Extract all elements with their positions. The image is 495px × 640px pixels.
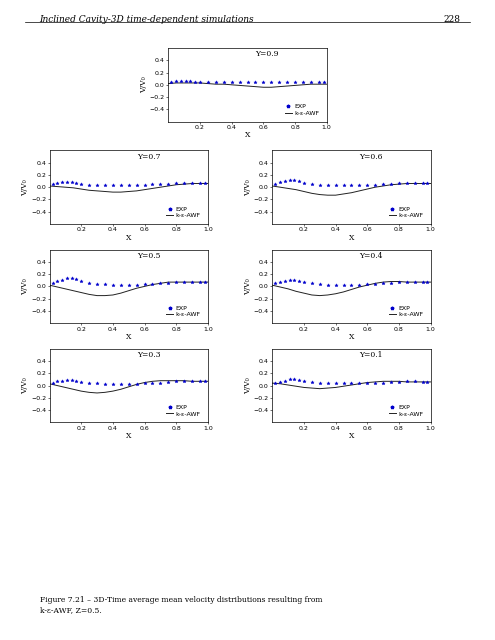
Legend: EXP, k-ε-AWF: EXP, k-ε-AWF — [165, 404, 201, 418]
Y-axis label: V/V₀: V/V₀ — [21, 278, 30, 295]
Y-axis label: V/V₀: V/V₀ — [244, 377, 252, 394]
Y-axis label: V/V₀: V/V₀ — [21, 377, 30, 394]
X-axis label: X: X — [245, 131, 250, 140]
X-axis label: X: X — [349, 234, 354, 242]
X-axis label: X: X — [126, 432, 131, 440]
X-axis label: X: X — [349, 333, 354, 341]
Text: Y=0.7: Y=0.7 — [137, 152, 160, 161]
Legend: EXP, k-ε-AWF: EXP, k-ε-AWF — [284, 103, 320, 117]
Legend: EXP, k-ε-AWF: EXP, k-ε-AWF — [388, 205, 424, 220]
Text: Y=0.5: Y=0.5 — [137, 252, 160, 260]
Legend: EXP, k-ε-AWF: EXP, k-ε-AWF — [388, 404, 424, 418]
Text: Inclined Cavity-3D time-dependent simulations: Inclined Cavity-3D time-dependent simula… — [40, 15, 254, 24]
Legend: EXP, k-ε-AWF: EXP, k-ε-AWF — [165, 205, 201, 220]
Text: Y=0.9: Y=0.9 — [255, 50, 279, 58]
Text: Figure 7.21 – 3D-Time average mean velocity distributions resulting from
k-ε-AWF: Figure 7.21 – 3D-Time average mean veloc… — [40, 596, 322, 614]
X-axis label: X: X — [349, 432, 354, 440]
Legend: EXP, k-ε-AWF: EXP, k-ε-AWF — [388, 305, 424, 319]
Y-axis label: V/V₀: V/V₀ — [244, 278, 252, 295]
Y-axis label: V/V₀: V/V₀ — [21, 179, 30, 196]
Y-axis label: V/V₀: V/V₀ — [244, 179, 252, 196]
Y-axis label: V/V₀: V/V₀ — [140, 76, 148, 93]
Text: Y=0.3: Y=0.3 — [137, 351, 160, 359]
Text: Y=0.1: Y=0.1 — [359, 351, 383, 359]
Text: 228: 228 — [444, 15, 460, 24]
Text: Y=0.4: Y=0.4 — [359, 252, 383, 260]
Text: Y=0.6: Y=0.6 — [359, 152, 383, 161]
X-axis label: X: X — [126, 333, 131, 341]
Legend: EXP, k-ε-AWF: EXP, k-ε-AWF — [165, 305, 201, 319]
X-axis label: X: X — [126, 234, 131, 242]
